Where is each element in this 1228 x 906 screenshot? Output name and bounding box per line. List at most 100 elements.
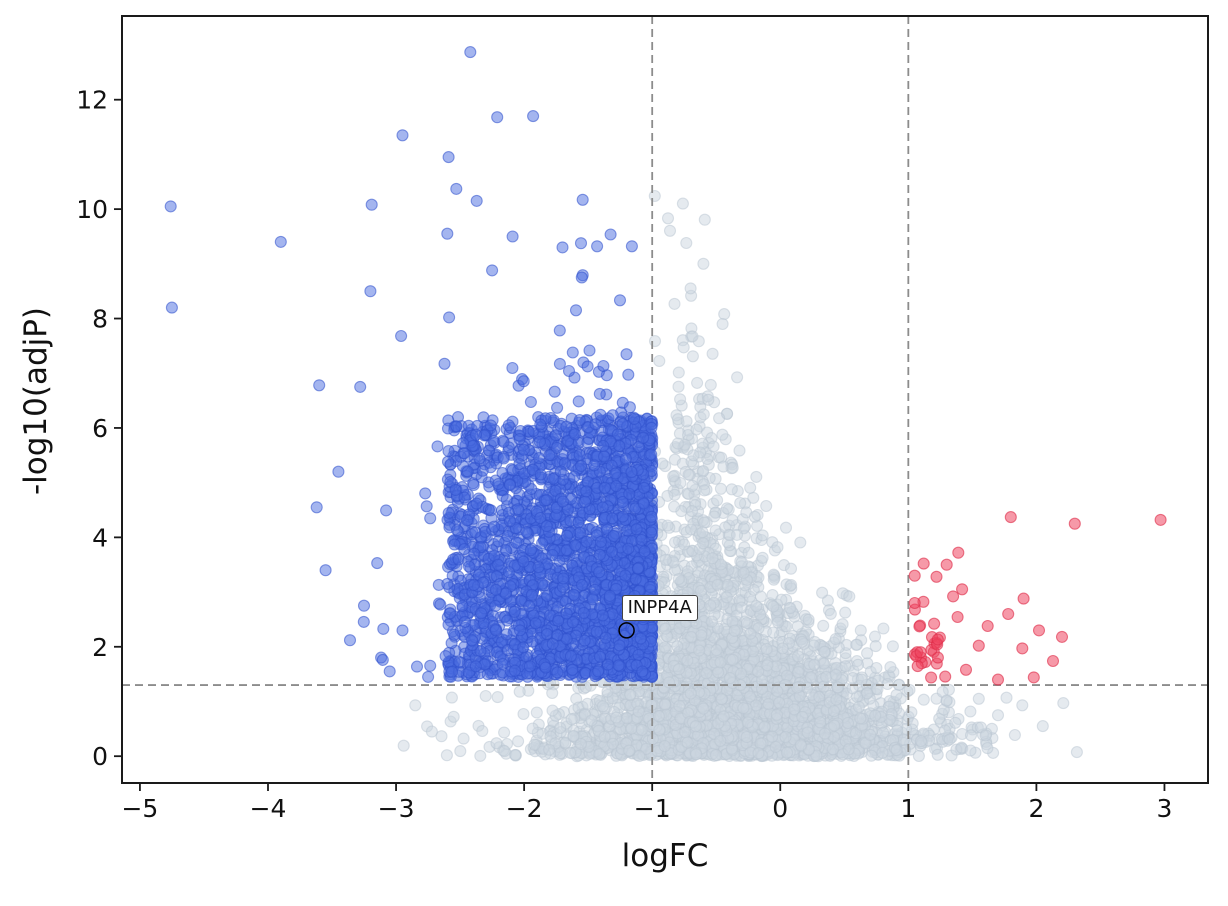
data-point [704,378,717,391]
data-point [684,282,697,295]
data-point [526,722,539,735]
data-point [881,677,894,691]
data-point [831,681,844,694]
data-point [852,700,865,713]
data-point [816,586,829,599]
data-point [718,308,731,321]
data-point [725,483,738,496]
data-point [714,734,727,747]
data-point [677,341,690,354]
data-point [713,412,726,425]
data-point [814,716,827,729]
data-point [771,616,784,629]
data-point [877,726,890,739]
data-point [698,516,711,529]
data-point [716,317,729,331]
data-point [659,622,672,635]
data-point [574,737,587,751]
data-point [771,685,784,698]
data-point [528,738,541,751]
data-point [502,419,515,432]
data-point [517,707,530,721]
data-point [690,748,703,761]
data-point [756,529,769,542]
data-point [769,740,782,753]
data-point [667,470,680,483]
data-point [706,552,719,565]
data-point [861,647,874,660]
data-point [766,730,779,743]
data-point [512,735,525,748]
data-point [964,705,977,718]
data-point [723,672,737,685]
data-point [585,714,598,727]
data-point [681,654,694,667]
data-point [940,694,953,707]
data-point [697,702,710,715]
data-point [705,615,718,628]
data-point [661,519,674,532]
data-point [818,645,831,658]
data-point [720,502,734,515]
data-point [829,668,842,681]
data-point [702,393,715,406]
data-point [802,613,815,626]
data-point [748,510,761,523]
data-point [854,712,867,725]
data-point [784,562,798,575]
data-point [796,635,809,648]
data-point [842,743,855,756]
data-point [981,742,994,755]
data-point [876,746,889,759]
data-point [397,739,410,752]
data-point [890,688,903,701]
data-point [674,393,687,406]
data-point [676,197,689,210]
data-point [824,607,837,620]
data-point [691,376,704,389]
data-point [708,510,721,523]
data-point [794,739,807,752]
data-point [593,748,606,761]
data-point [735,601,748,614]
data-point [733,444,746,457]
data-point [794,536,807,549]
data-point [914,735,928,748]
data-point [801,726,814,739]
data-point [742,546,755,559]
data-point [864,728,877,741]
data-point [728,624,741,637]
data-point [854,624,867,637]
data-point [744,627,757,640]
data-point [435,730,448,743]
data-point [726,461,739,474]
data-point [698,213,711,226]
data-point [791,681,804,694]
data-point [564,746,577,759]
data-point [681,736,694,749]
data-point [653,354,666,368]
data-point [671,437,684,450]
data-point [1008,728,1021,742]
data-point [1016,699,1029,712]
data-point [706,347,719,360]
data-point [807,639,820,652]
data-point [440,749,453,762]
data-point [784,602,797,615]
data-point [776,642,789,655]
data-point [697,537,710,550]
data-point [685,505,699,518]
data-point [672,366,685,379]
data-point [743,690,756,703]
data-point [912,749,925,763]
data-point [943,733,956,746]
data-point [653,723,666,736]
data-point [758,720,771,733]
data-point [623,744,636,757]
data-point [747,491,760,504]
data-point [779,730,792,744]
data-point [767,573,780,586]
data-point [850,638,863,651]
